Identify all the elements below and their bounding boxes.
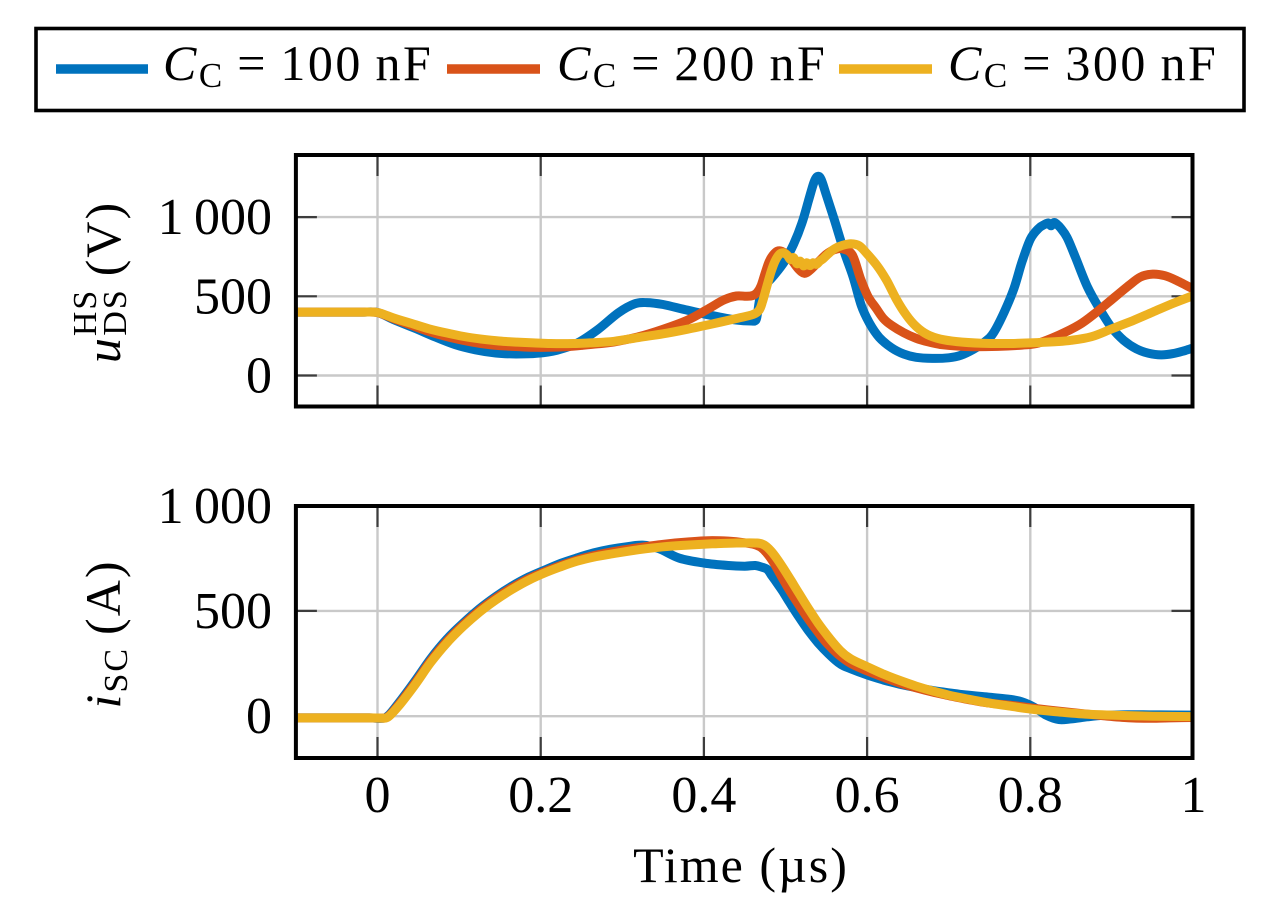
svg-text:0: 0 [246,348,272,405]
svg-text:Time (µs): Time (µs) [633,837,849,893]
svg-text:1: 1 [1181,767,1207,824]
svg-text:0: 0 [365,767,391,824]
svg-text:uHSDS (V): uHSDS (V) [67,201,134,363]
svg-text:iSC (A): iSC (A) [75,560,135,709]
svg-text:CC = 300 nF: CC = 300 nF [948,35,1218,95]
svg-text:0.8: 0.8 [998,767,1063,824]
svg-text:1 000: 1 000 [158,478,272,535]
svg-text:0.2: 0.2 [508,767,573,824]
svg-text:CC = 200 nF: CC = 200 nF [557,35,827,95]
svg-text:0.4: 0.4 [671,767,736,824]
svg-text:CC = 100 nF: CC = 100 nF [163,35,433,95]
svg-text:0.6: 0.6 [835,767,900,824]
svg-text:0: 0 [246,688,272,745]
svg-text:1 000: 1 000 [158,189,272,246]
svg-text:500: 500 [194,268,272,325]
svg-text:500: 500 [194,583,272,640]
